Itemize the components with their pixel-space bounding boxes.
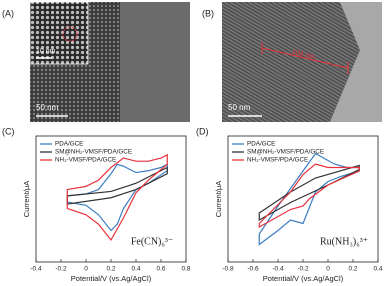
legend-label: NH₂-VMSF/PDA/GCE xyxy=(55,157,116,164)
x-tick-label: 0.6 xyxy=(156,266,165,273)
tem-image-a xyxy=(29,1,190,122)
x-tick-label: -0.4 xyxy=(30,266,42,273)
x-tick-label: -0.2 xyxy=(55,266,67,273)
scale-bar-text: 50 nm xyxy=(36,103,59,112)
cv-curve xyxy=(258,164,360,222)
inset-scale-text: 10 nm xyxy=(36,48,56,55)
x-tick-label: 0 xyxy=(84,266,88,273)
x-tick-label: -0.6 xyxy=(247,266,259,273)
tem-image-b xyxy=(222,2,382,122)
legend-label: PDA/GCE xyxy=(55,141,83,148)
scale-bar-text: 50 nm xyxy=(228,103,251,112)
cv-curve xyxy=(66,153,168,242)
cv-curve xyxy=(258,163,360,229)
annotation: Fe(CN)₆³⁻ xyxy=(131,236,173,247)
cv-curve xyxy=(66,166,168,205)
x-tick-label: 0.4 xyxy=(373,266,382,273)
panel-label: (B) xyxy=(202,8,214,18)
panel-label: (C) xyxy=(2,126,15,136)
x-tick-label: -0.8 xyxy=(222,266,234,273)
x-tick-label: -0.4 xyxy=(272,266,284,273)
y-axis-label: Current/μA xyxy=(22,181,31,217)
legend-label: PDA/GCE xyxy=(247,141,275,148)
annotation: Ru(NH₃)₆³⁺ xyxy=(320,236,368,247)
x-axis-label: Potential/V (vs.Ag/AgCl) xyxy=(71,274,152,283)
x-tick-label: 0.2 xyxy=(348,266,357,273)
x-tick-label: 0 xyxy=(326,266,330,273)
x-tick-label: -0.2 xyxy=(297,266,309,273)
legend-label: SM@NH₂-VMSF/PDA/GCE xyxy=(55,149,132,156)
cv-curve xyxy=(66,163,168,232)
x-axis-label: Potential/V (vs.Ag/AgCl) xyxy=(263,274,344,283)
x-tick-label: 0.8 xyxy=(181,266,190,273)
legend-label: NH₂-VMSF/PDA/GCE xyxy=(247,157,308,164)
x-tick-label: 0.4 xyxy=(131,266,140,273)
panel-label: (A) xyxy=(2,8,14,18)
legend-label: SM@NH₂-VMSF/PDA/GCE xyxy=(247,149,324,156)
panel-label: (D) xyxy=(196,126,209,136)
x-tick-label: 0.2 xyxy=(106,266,115,273)
y-axis-label: Current/μA xyxy=(214,181,223,217)
